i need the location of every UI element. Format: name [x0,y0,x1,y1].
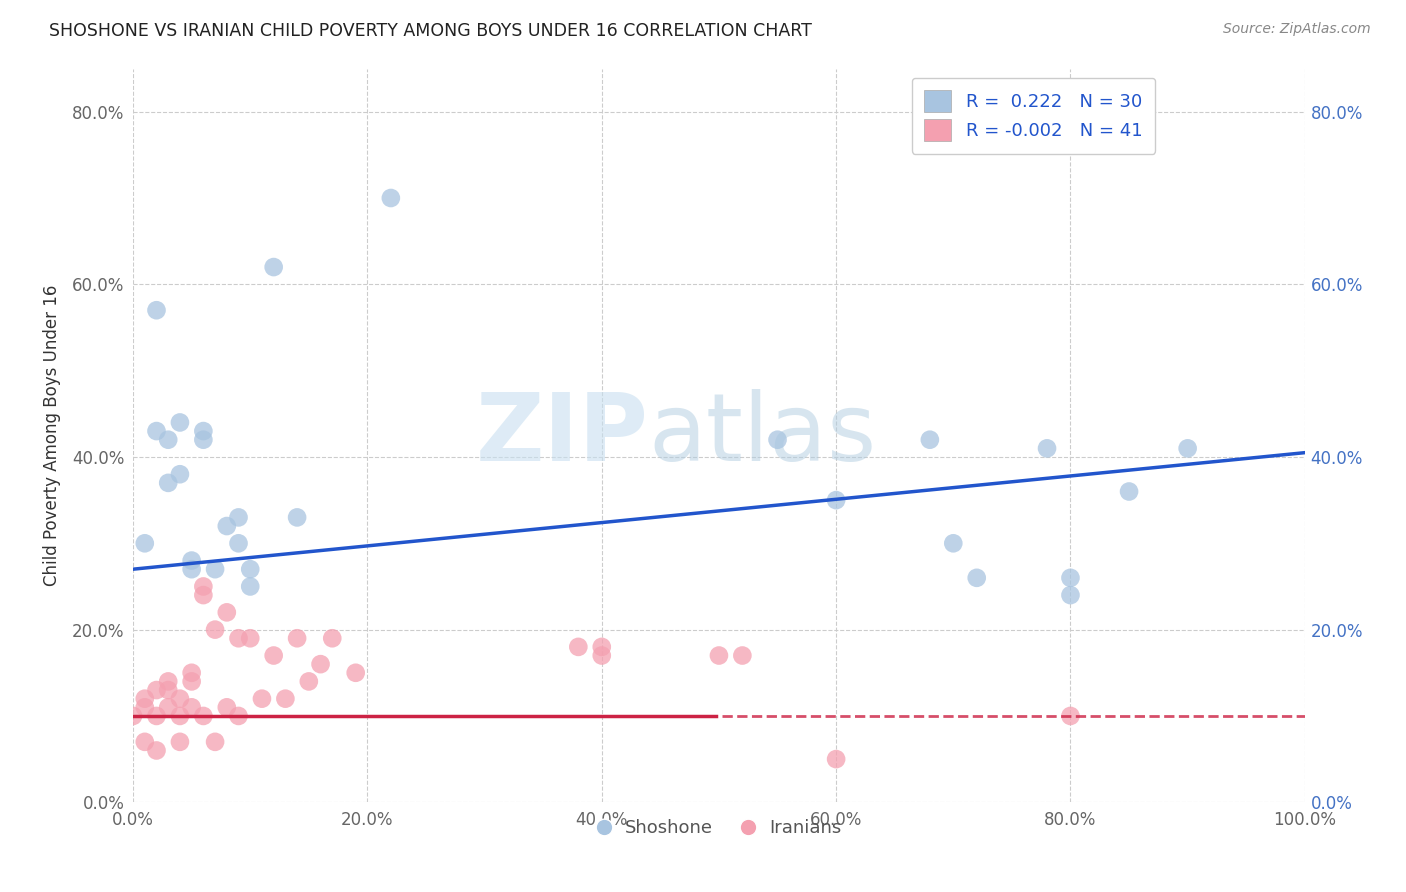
Point [215,519,238,533]
Point [1177,442,1199,456]
Point [250,691,273,706]
Point [239,579,262,593]
Point [966,571,988,585]
Point [145,743,167,757]
Point [169,709,191,723]
Point [263,648,285,663]
Point [591,648,613,663]
Point [215,605,238,619]
Point [1059,571,1081,585]
Point [591,640,613,654]
Y-axis label: Child Poverty Among Boys Under 16: Child Poverty Among Boys Under 16 [44,285,60,586]
Point [285,510,308,524]
Text: Source: ZipAtlas.com: Source: ZipAtlas.com [1223,22,1371,37]
Point [157,683,180,698]
Point [344,665,367,680]
Point [380,191,402,205]
Point [228,632,250,646]
Text: ZIP: ZIP [475,390,648,482]
Point [157,700,180,714]
Point [731,648,754,663]
Point [707,648,730,663]
Point [228,536,250,550]
Text: atlas: atlas [648,390,877,482]
Point [145,303,167,318]
Point [942,536,965,550]
Point [169,416,191,430]
Point [193,579,215,593]
Point [1059,709,1081,723]
Point [169,467,191,482]
Point [134,691,156,706]
Point [918,433,941,447]
Point [180,674,202,689]
Point [193,424,215,438]
Point [1059,588,1081,602]
Point [145,709,167,723]
Point [321,632,343,646]
Point [157,433,180,447]
Point [134,700,156,714]
Point [766,433,789,447]
Point [274,691,297,706]
Point [193,588,215,602]
Legend: Shoshone, Iranians: Shoshone, Iranians [589,812,849,845]
Point [204,562,226,576]
Point [309,657,332,672]
Point [157,475,180,490]
Point [180,562,202,576]
Point [180,665,202,680]
Point [228,510,250,524]
Point [145,424,167,438]
Point [285,632,308,646]
Point [215,700,238,714]
Point [169,691,191,706]
Text: SHOSHONE VS IRANIAN CHILD POVERTY AMONG BOYS UNDER 16 CORRELATION CHART: SHOSHONE VS IRANIAN CHILD POVERTY AMONG … [49,22,813,40]
Point [193,709,215,723]
Point [567,640,589,654]
Point [157,674,180,689]
Point [298,674,321,689]
Point [239,562,262,576]
Point [134,735,156,749]
Point [204,735,226,749]
Point [239,632,262,646]
Point [825,493,848,508]
Point [169,735,191,749]
Point [134,536,156,550]
Point [180,700,202,714]
Point [825,752,848,766]
Point [145,683,167,698]
Point [122,709,145,723]
Point [204,623,226,637]
Point [180,553,202,567]
Point [228,709,250,723]
Point [263,260,285,274]
Point [1118,484,1140,499]
Point [1036,442,1059,456]
Point [193,433,215,447]
